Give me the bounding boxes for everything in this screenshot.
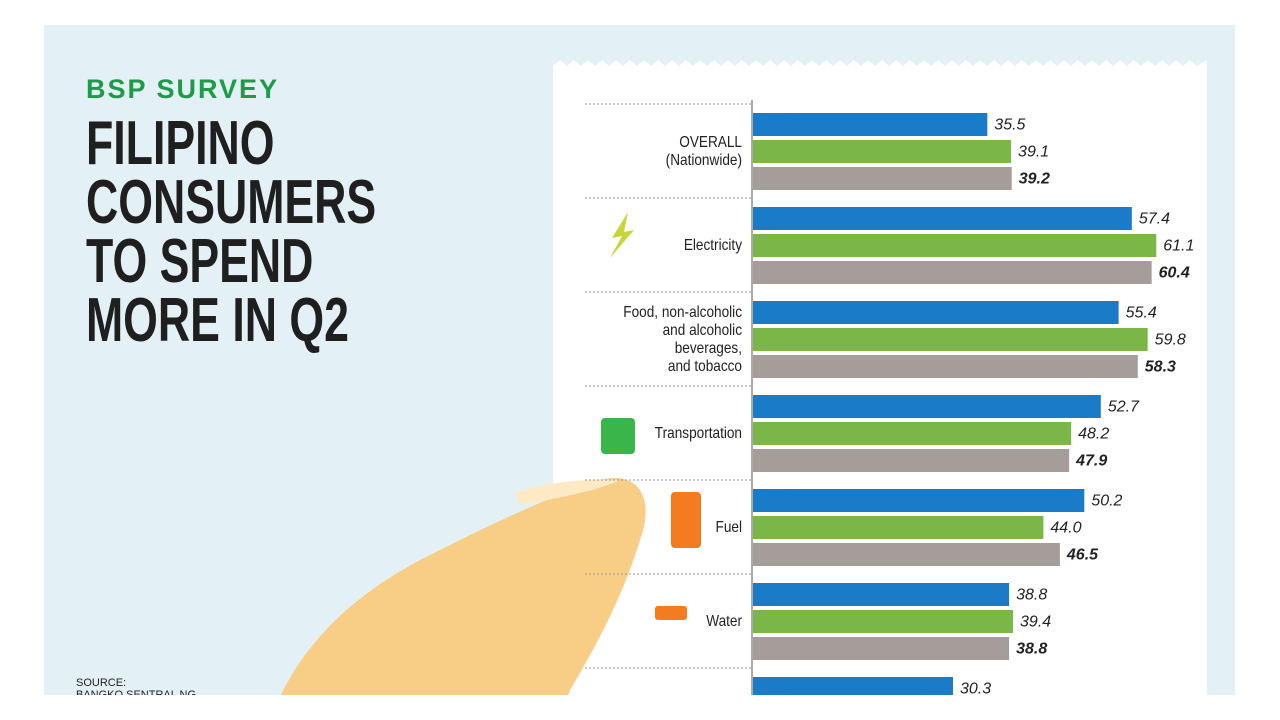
bar bbox=[753, 301, 1119, 324]
value-label: 38.8 bbox=[1016, 641, 1047, 658]
bar bbox=[753, 167, 1012, 190]
bar bbox=[753, 422, 1072, 445]
value-label: 59.8 bbox=[1155, 332, 1186, 349]
kicker: BSP SURVEY bbox=[86, 74, 280, 104]
bar bbox=[753, 395, 1101, 418]
bar bbox=[753, 489, 1085, 512]
electricity-icon bbox=[610, 212, 634, 258]
value-label: 30.3 bbox=[960, 681, 991, 698]
value-label: 52.7 bbox=[1108, 399, 1140, 416]
bar bbox=[753, 328, 1148, 351]
category-label: Food, non-alcoholic and alcoholic bevera… bbox=[623, 304, 742, 375]
bar bbox=[753, 113, 988, 136]
bar bbox=[753, 516, 1044, 539]
bar bbox=[753, 207, 1132, 230]
category-label: Water bbox=[706, 613, 742, 630]
fuel-icon bbox=[671, 492, 701, 548]
value-label: 57.4 bbox=[1139, 211, 1170, 228]
thumbnail bbox=[515, 479, 620, 505]
category-label: Transportation bbox=[654, 425, 742, 442]
bar bbox=[753, 449, 1070, 472]
bar bbox=[753, 583, 1010, 606]
bar bbox=[753, 677, 953, 695]
value-label: 48.2 bbox=[1078, 426, 1109, 443]
source: SOURCE: BANGKO SENTRAL NG bbox=[76, 677, 197, 695]
value-label: 60.4 bbox=[1159, 265, 1190, 282]
value-label: 47.9 bbox=[1075, 453, 1107, 470]
bus-icon bbox=[601, 418, 635, 454]
value-label: 50.2 bbox=[1091, 493, 1122, 510]
value-label: 38.8 bbox=[1016, 587, 1047, 604]
water-icon bbox=[655, 606, 687, 620]
category-label: Electricity bbox=[683, 237, 742, 254]
bar bbox=[753, 637, 1010, 660]
value-label: 58.3 bbox=[1145, 359, 1176, 376]
hand bbox=[280, 478, 646, 695]
value-label: 44.0 bbox=[1050, 520, 1081, 537]
value-label: 61.1 bbox=[1163, 238, 1194, 255]
value-label: 46.5 bbox=[1066, 547, 1099, 564]
value-label: 55.4 bbox=[1126, 305, 1157, 322]
value-label: 39.1 bbox=[1018, 144, 1049, 161]
category-label: OVERALL (Nationwide) bbox=[665, 134, 742, 169]
bar bbox=[753, 140, 1012, 163]
category-label: Fuel bbox=[715, 519, 742, 536]
title: FILIPINO CONSUMERS TO SPEND MORE IN Q2 bbox=[86, 109, 377, 355]
value-label: 39.4 bbox=[1020, 614, 1051, 631]
value-label: 39.2 bbox=[1019, 171, 1050, 188]
bar bbox=[753, 261, 1152, 284]
bar bbox=[753, 234, 1157, 257]
value-label: 35.5 bbox=[994, 117, 1025, 134]
bar bbox=[753, 355, 1138, 378]
bar bbox=[753, 543, 1060, 566]
bar bbox=[753, 610, 1014, 633]
